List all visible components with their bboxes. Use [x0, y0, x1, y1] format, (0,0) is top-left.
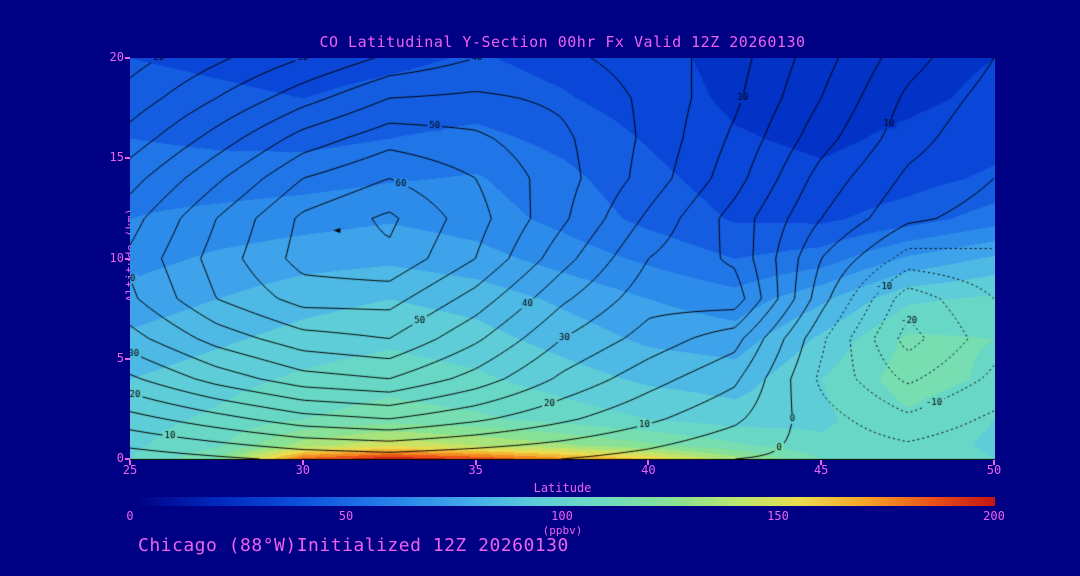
x-tick-mark: [474, 460, 477, 465]
x-tick-mark: [301, 460, 304, 465]
x-tick-label: 45: [813, 463, 829, 477]
x-tick-label: 35: [468, 463, 483, 477]
y-tick-mark: [125, 57, 130, 59]
x-tick-label: 25: [122, 463, 138, 477]
x-tick-mark: [129, 460, 131, 465]
y-tick-mark: [125, 157, 130, 160]
y-tick-label: 20: [109, 50, 124, 64]
colorbar-tick-label: 200: [983, 509, 1005, 523]
y-tick-mark: [125, 257, 130, 260]
colorbar-units-label: (ppbv): [542, 524, 583, 537]
y-tick-mark: [125, 357, 130, 360]
colorbar: [130, 497, 995, 506]
y-tick-label: 0: [116, 451, 124, 465]
x-tick-label: 50: [986, 463, 1002, 477]
y-tick-label: 5: [116, 350, 124, 365]
chart-title: CO Latitudinal Y-Section 00hr Fx Valid 1…: [319, 33, 806, 51]
y-tick-label: 15: [109, 150, 124, 165]
y-tick-mark: [125, 458, 130, 460]
caption: Chicago (88°W)Initialized 12Z 20260130: [138, 535, 569, 556]
x-tick-label: 40: [641, 463, 656, 477]
colorbar-tick-label: 0: [126, 509, 134, 523]
x-tick-mark: [820, 460, 823, 465]
x-tick-mark: [647, 460, 650, 465]
x-axis-label: Latitude: [533, 481, 592, 495]
x-tick-label: 30: [295, 463, 311, 477]
y-tick-label: 10: [109, 250, 124, 265]
x-tick-mark: [993, 460, 995, 465]
colorbar-tick-label: 150: [767, 509, 789, 523]
colorbar-tick-label: 50: [338, 509, 354, 523]
contour-plot-canvas: [130, 58, 995, 460]
colorbar-tick-label: 100: [551, 509, 573, 523]
